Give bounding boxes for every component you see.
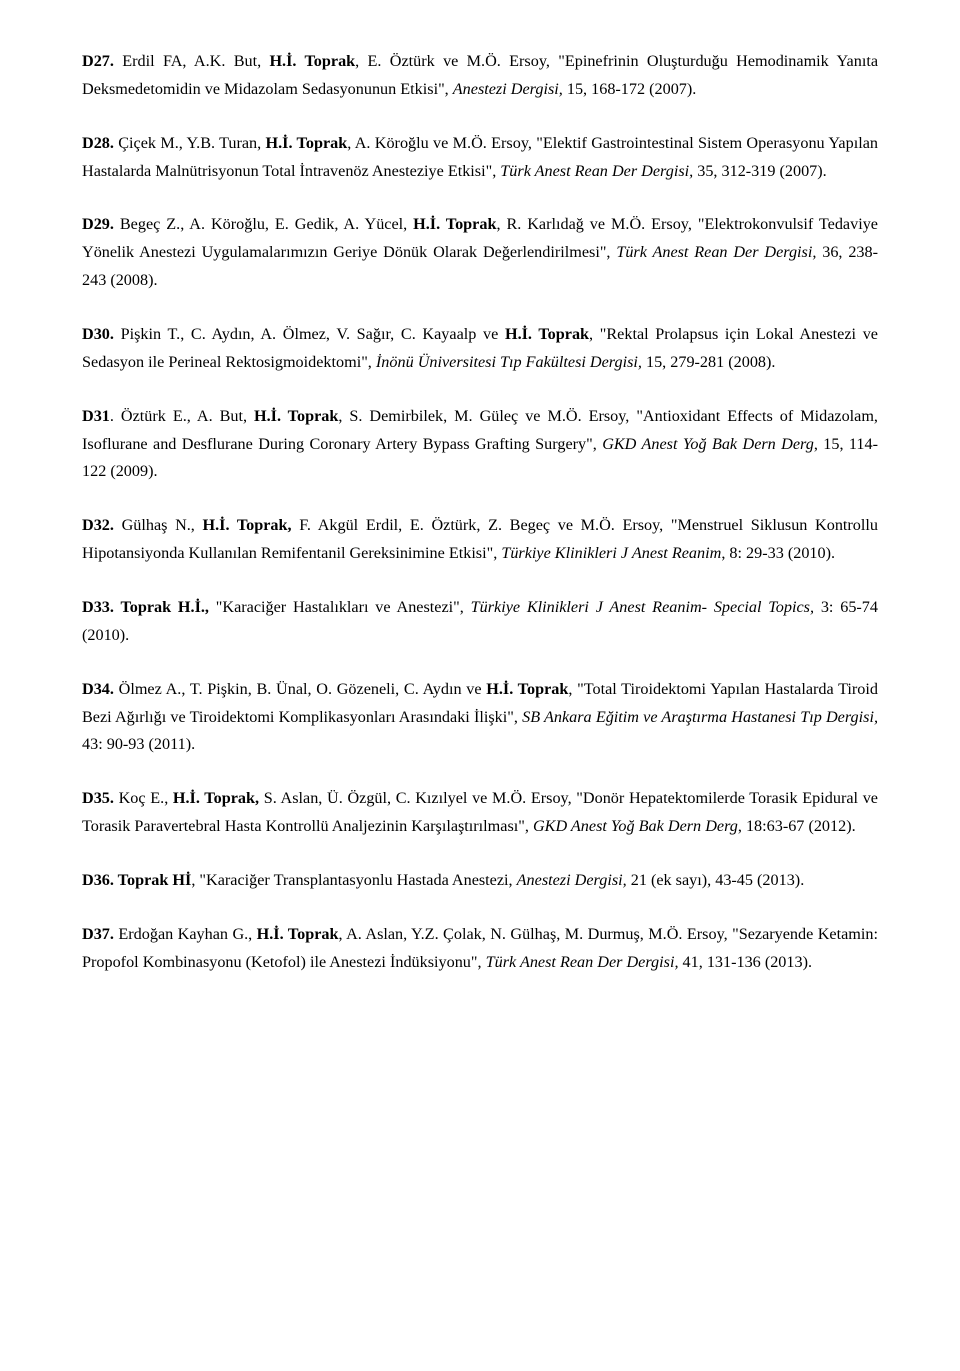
- entry-journal: Türkiye Klinikleri J Anest Reanim: [501, 544, 721, 562]
- entry-code: D32.: [82, 516, 114, 534]
- publication-entry: D33. Toprak H.İ., "Karaciğer Hastalıklar…: [82, 594, 878, 650]
- publication-entry: D30. Pişkin T., C. Aydın, A. Ölmez, V. S…: [82, 321, 878, 377]
- entry-journal: GKD Anest Yoğ Bak Dern Derg: [602, 435, 814, 453]
- publication-entry: D31. Öztürk E., A. But, H.İ. Toprak, S. …: [82, 403, 878, 487]
- publication-entry: D32. Gülhaş N., H.İ. Toprak, F. Akgül Er…: [82, 512, 878, 568]
- entry-text-3: , 8: 29-33 (2010).: [721, 544, 835, 562]
- entry-author: H.İ. Toprak: [486, 680, 568, 698]
- entry-author: H.İ. Toprak: [266, 134, 348, 152]
- entry-code: D27.: [82, 52, 114, 70]
- entry-text-1: Begeç Z., A. Köroğlu, E. Gedik, A. Yücel…: [114, 215, 413, 233]
- entry-author: H.İ. Toprak,: [173, 789, 259, 807]
- entry-code: D35.: [82, 789, 114, 807]
- entry-text-1: Çiçek M., Y.B. Turan,: [114, 134, 266, 152]
- publication-entry: D36. Toprak Hİ, "Karaciğer Transplantasy…: [82, 867, 878, 895]
- entry-journal: Türk Anest Rean Der Dergisi,: [616, 243, 816, 261]
- entry-author: H.İ. Toprak,: [203, 516, 292, 534]
- entry-text-3: 41, 131-136 (2013).: [679, 953, 813, 971]
- entry-code: D28.: [82, 134, 114, 152]
- entry-text-1: Erdil FA, A.K. But,: [114, 52, 270, 70]
- entry-author: H.İ. Toprak: [413, 215, 496, 233]
- entry-author: H.İ. Toprak: [269, 52, 355, 70]
- entry-code: D30.: [82, 325, 114, 343]
- publication-entry: D28. Çiçek M., Y.B. Turan, H.İ. Toprak, …: [82, 130, 878, 186]
- entry-text-1: "Karaciğer Hastalıkları ve Anestezi",: [209, 598, 471, 616]
- entry-code: D37.: [82, 925, 114, 943]
- entry-code: D31: [82, 407, 110, 425]
- entry-text-1: Koç E.,: [114, 789, 173, 807]
- entry-text-3: 21 (ek sayı), 43-45 (2013).: [627, 871, 805, 889]
- entry-journal: Türk Anest Rean Der Dergisi,: [486, 953, 679, 971]
- entry-text-1: . Öztürk E., A. But,: [110, 407, 254, 425]
- entry-text-3: 35, 312-319 (2007).: [693, 162, 827, 180]
- entry-text-1: , "Karaciğer Transplantasyonlu Hastada A…: [191, 871, 516, 889]
- entry-journal: SB Ankara Eğitim ve Araştırma Hastanesi …: [522, 708, 878, 726]
- entry-code: D29.: [82, 215, 114, 233]
- entry-text-3: 15, 279-281 (2008).: [642, 353, 776, 371]
- entry-code: D33. Toprak H.İ.,: [82, 598, 209, 616]
- entry-text-1: Erdoğan Kayhan G.,: [114, 925, 257, 943]
- publication-entry: D37. Erdoğan Kayhan G., H.İ. Toprak, A. …: [82, 921, 878, 977]
- entry-text-3: 15, 168-172 (2007).: [563, 80, 697, 98]
- publication-entry: D29. Begeç Z., A. Köroğlu, E. Gedik, A. …: [82, 211, 878, 295]
- entry-author: H.İ. Toprak: [257, 925, 339, 943]
- entry-journal: GKD Anest Yoğ Bak Dern Derg: [533, 817, 738, 835]
- publication-entry: D34. Ölmez A., T. Pişkin, B. Ünal, O. Gö…: [82, 676, 878, 760]
- entry-text-3: 43: 90-93 (2011).: [82, 735, 195, 753]
- entry-journal: İnönü Üniversitesi Tıp Fakültesi Dergisi…: [376, 353, 642, 371]
- entry-text-1: Ölmez A., T. Pişkin, B. Ünal, O. Gözenel…: [114, 680, 486, 698]
- entry-code: D36. Toprak Hİ: [82, 871, 191, 889]
- entry-author: H.İ. Toprak: [254, 407, 338, 425]
- entry-text-1: Gülhaş N.,: [114, 516, 203, 534]
- entry-journal: Anestezi Dergisi,: [453, 80, 563, 98]
- entry-author: H.İ. Toprak: [505, 325, 589, 343]
- publication-entry: D27. Erdil FA, A.K. But, H.İ. Toprak, E.…: [82, 48, 878, 104]
- entry-journal: Türk Anest Rean Der Dergisi,: [500, 162, 693, 180]
- entry-text-3: , 18:63-67 (2012).: [738, 817, 856, 835]
- entry-journal: Türkiye Klinikleri J Anest Reanim- Speci…: [471, 598, 814, 616]
- entry-code: D34.: [82, 680, 114, 698]
- entry-text-1: Pişkin T., C. Aydın, A. Ölmez, V. Sağır,…: [114, 325, 505, 343]
- entry-journal: Anestezi Dergisi,: [517, 871, 627, 889]
- publication-entry: D35. Koç E., H.İ. Toprak, S. Aslan, Ü. Ö…: [82, 785, 878, 841]
